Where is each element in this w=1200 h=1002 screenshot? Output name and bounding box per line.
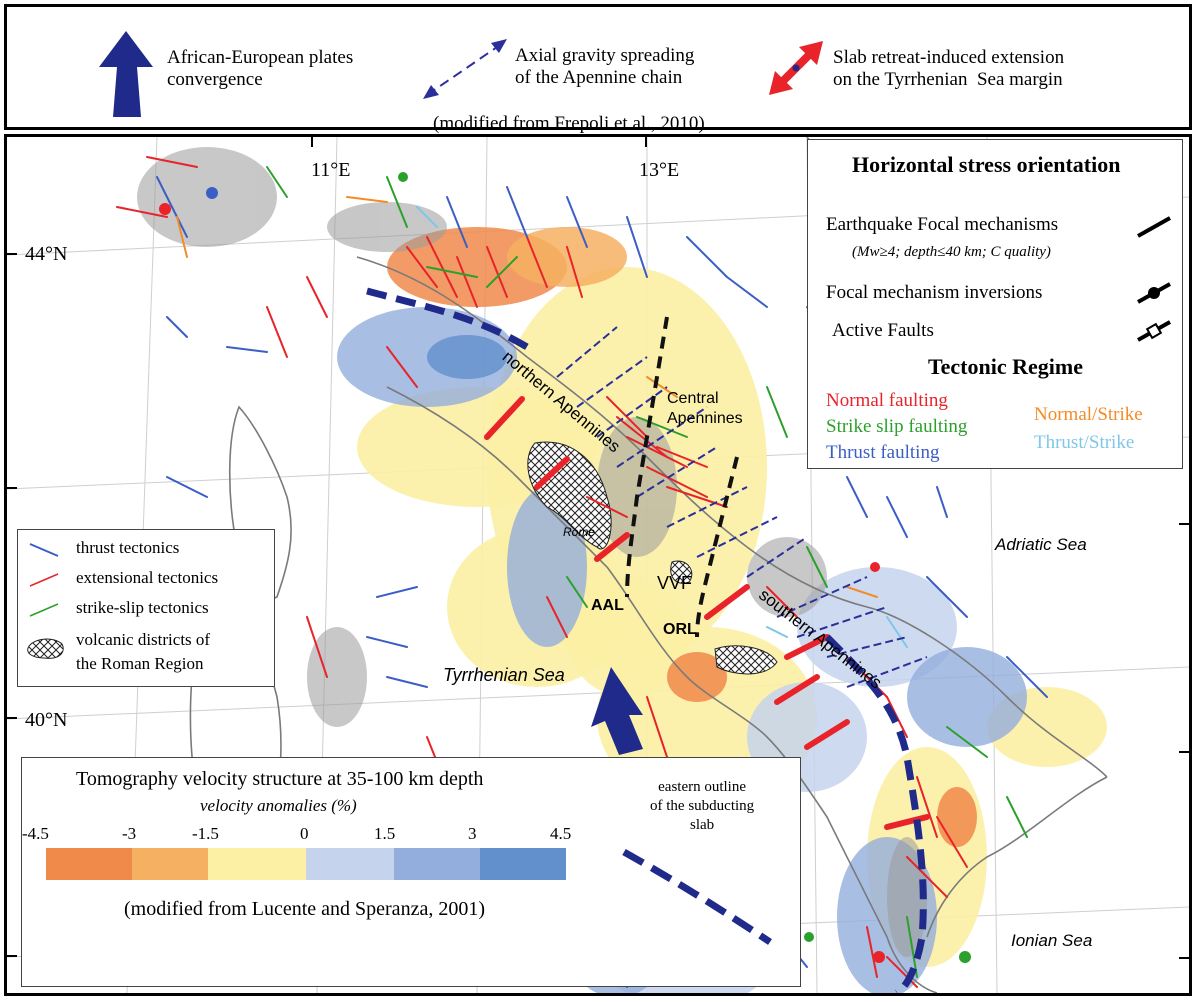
tick-left-4 bbox=[7, 955, 17, 957]
inversion-dot-icon bbox=[1137, 282, 1171, 304]
tyrrhenian-sea-label: Tyrrhenian Sea bbox=[443, 665, 565, 685]
volcanic-hatch-icon bbox=[27, 638, 64, 659]
tick-left-3 bbox=[7, 717, 17, 719]
black-dashed-boundary-2 bbox=[695, 456, 739, 638]
lat-label-40: 40°N bbox=[25, 709, 68, 731]
tick-top-2 bbox=[645, 137, 647, 147]
slab-outline-legend-icon bbox=[622, 848, 772, 945]
focal-note-label: (Mw≥4; depth≤40 km; C quality) bbox=[852, 244, 1051, 260]
tick-right-1 bbox=[1179, 523, 1189, 525]
gravity-label: Axial gravity spreading of the Apennine … bbox=[515, 45, 695, 88]
tomography-legend: Tomography velocity structure at 35-100 … bbox=[21, 757, 801, 987]
convergence-label: African-European plates convergence bbox=[167, 47, 354, 90]
inversions-label: Focal mechanism inversions bbox=[826, 282, 1043, 303]
gravity-spreading-arrows bbox=[556, 326, 928, 688]
lat-label-44: 44°N bbox=[25, 243, 68, 265]
slab-retreat-arrows bbox=[484, 396, 930, 830]
cbar-tick-1: -3 bbox=[122, 824, 137, 843]
ionian-sea-label: Ionian Sea bbox=[1011, 931, 1093, 950]
focal-label: Earthquake Focal mechanisms bbox=[826, 214, 1059, 235]
cbar-tick-4: 1.5 bbox=[374, 824, 396, 843]
thrust-line-icon bbox=[29, 543, 59, 557]
cbar-segment-5 bbox=[394, 848, 480, 880]
tick-left-2 bbox=[7, 487, 17, 489]
vvf-label: VVF bbox=[657, 573, 693, 593]
map-convergence-arrow-icon bbox=[591, 667, 643, 755]
regime-title: Tectonic Regime bbox=[928, 354, 1083, 379]
stress-orientation-lines bbox=[116, 156, 1048, 988]
black-dashed-boundary-1 bbox=[625, 316, 669, 598]
cbar-segment-6 bbox=[480, 848, 566, 880]
stress-legend-title: Horizontal stress orientation bbox=[852, 152, 1121, 177]
strike-slip-label: Strike slip faulting bbox=[826, 416, 968, 437]
tomography-subtitle: velocity anomalies (%) bbox=[200, 796, 357, 815]
slab-retreat-arrow-icon bbox=[769, 41, 823, 95]
cbar-tick-5: 3 bbox=[468, 824, 477, 843]
thrust-faulting-label: Thrust faulting bbox=[826, 442, 940, 463]
thrust-tectonics-label: thrust tectonics bbox=[76, 538, 180, 557]
aal-label: AAL bbox=[591, 597, 624, 614]
rome-label: Rome bbox=[563, 525, 596, 539]
map-canvas bbox=[7, 137, 1189, 993]
cbar-segment-3 bbox=[208, 848, 306, 880]
top-source-label: (modified from Frepoli et al., 2010) bbox=[433, 113, 705, 134]
lon-label-11: 11°E bbox=[311, 159, 351, 181]
thrust-strike-label: Thrust/Strike bbox=[1034, 432, 1135, 453]
map-frame: 11°E 13°E 44°N 40°N northern Apennines C… bbox=[4, 134, 1192, 996]
faults-label: Active Faults bbox=[832, 320, 934, 341]
lon-label-13: 13°E bbox=[639, 159, 680, 181]
adriatic-sea-label: Adriatic Sea bbox=[995, 535, 1087, 554]
cbar-segment-2 bbox=[132, 848, 208, 880]
focal-line-icon bbox=[1137, 216, 1171, 238]
tectonics-legend: thrust tectonics extensional tectonics s… bbox=[17, 529, 275, 687]
tick-right-2 bbox=[1179, 751, 1189, 753]
extensional-tectonics-label: extensional tectonics bbox=[76, 568, 219, 587]
slab-label: Slab retreat-induced extension on the Ty… bbox=[833, 47, 1065, 90]
volcanic-districts-label: volcanic districts of the Roman Region bbox=[76, 630, 211, 673]
top-legend: African-European plates convergence Axia… bbox=[4, 4, 1192, 134]
strike-slip-tectonics-label: strike-slip tectonics bbox=[76, 598, 209, 617]
stress-legend: Horizontal stress orientation Earthquake… bbox=[807, 139, 1183, 469]
orl-label: ORL bbox=[663, 621, 697, 638]
volcanic-districts bbox=[527, 441, 778, 675]
topography-shading bbox=[137, 147, 927, 957]
tick-top-1 bbox=[311, 137, 313, 147]
slab-outline-label: eastern outline of the subducting slab bbox=[650, 779, 755, 833]
tomography-source-label: (modified from Lucente and Speranza, 200… bbox=[124, 898, 485, 920]
tick-left-1 bbox=[7, 253, 17, 255]
normal-strike-label: Normal/Strike bbox=[1034, 404, 1143, 425]
tick-right-3 bbox=[1179, 957, 1189, 959]
fault-square-icon bbox=[1137, 320, 1171, 342]
cbar-segment-1 bbox=[46, 848, 132, 880]
focal-inversion-markers bbox=[159, 172, 971, 963]
extensional-line-icon bbox=[29, 573, 59, 587]
central-apennines-label: Central Apennines bbox=[667, 390, 743, 427]
cbar-segment-4 bbox=[306, 848, 394, 880]
tomography-title: Tomography velocity structure at 35-100 … bbox=[76, 768, 484, 790]
convergence-arrow-icon bbox=[99, 31, 153, 117]
cbar-tick-6: 4.5 bbox=[550, 824, 572, 843]
cbar-tick-0: -4.5 bbox=[22, 824, 49, 843]
gravity-spreading-arrow-icon bbox=[423, 39, 507, 99]
cbar-tick-2: -1.5 bbox=[192, 824, 219, 843]
cbar-tick-3: 0 bbox=[300, 824, 309, 843]
normal-faulting-label: Normal faulting bbox=[826, 390, 948, 411]
slab-outline-south bbox=[824, 634, 927, 993]
strike-line-icon bbox=[29, 603, 59, 617]
